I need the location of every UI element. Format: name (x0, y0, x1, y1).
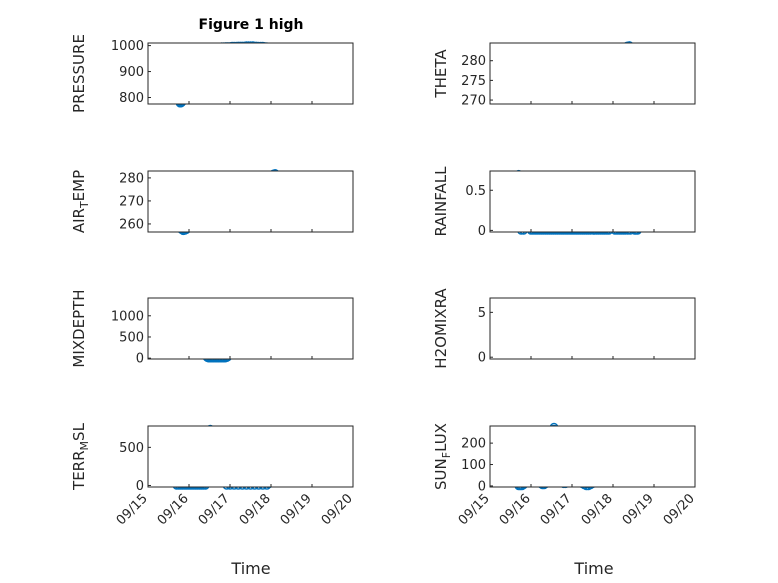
y-tick-label: 5 (478, 306, 486, 321)
y-tick-label: 0 (136, 352, 144, 367)
y-tick-label: 270 (119, 194, 144, 209)
subplot-rainfall: 0 0.5 RAINFALL (432, 166, 696, 239)
y-tick-label: 0 (478, 479, 486, 494)
axes-frame (489, 170, 696, 233)
y-tick-label: 0 (478, 351, 486, 366)
axes-frame (147, 42, 354, 105)
y-axis-label: H2OMIXRA (432, 288, 450, 369)
x-tick-label: 09/18 (237, 491, 274, 528)
x-tick-label: 09/17 (538, 491, 575, 528)
y-axis-label: SUNFLUX (432, 423, 453, 490)
x-tick-label: 09/18 (579, 491, 616, 528)
y-axis-label: THETA (432, 49, 450, 99)
figure-title: Figure 1 high (199, 17, 304, 33)
x-tick-label: 09/20 (319, 491, 356, 528)
y-tick-label: 900 (119, 65, 144, 80)
subplot-sun-flux: 0 100 200 09/15 09/16 09/17 09/18 09/19 09/20 SUN… (432, 422, 698, 528)
y-tick-label: 1000 (111, 309, 144, 324)
y-axis-label: TERRMSL (70, 422, 91, 491)
axes-frame (489, 425, 696, 488)
subplot-terr-msl: 0 500 09/15 09/16 09/17 09/18 09/19 09/20 TERRMS… (70, 422, 356, 528)
y-tick-label: 500 (119, 330, 144, 345)
subplot-mixdepth: 0 500 1000 MIXDEPTH (70, 289, 354, 368)
y-axis-label: MIXDEPTH (70, 289, 88, 367)
y-tick-label: 200 (461, 437, 486, 452)
x-tick-label: 09/17 (196, 491, 233, 528)
y-tick-label: 270 (461, 94, 486, 109)
x-tick-label: 09/19 (278, 491, 315, 528)
x-tick-label: 09/16 (497, 491, 534, 528)
y-axis-label: RAINFALL (432, 166, 450, 237)
x-tick-label: 09/16 (155, 491, 192, 528)
y-axis-label: AIRTEMP (70, 170, 91, 233)
x-tick-label: 09/19 (620, 491, 657, 528)
subplot-pressure: 800 900 1000 PRESSURE (70, 34, 354, 113)
x-axis-label-left: Time (230, 559, 270, 578)
x-tick-label: 09/15 (456, 491, 493, 528)
subplot-theta: 270 275 280 THETA (432, 41, 696, 109)
y-tick-label: 0.5 (465, 184, 486, 199)
y-tick-label: 0 (478, 224, 486, 239)
axes-frame (489, 42, 696, 105)
y-tick-label: 280 (461, 54, 486, 69)
axes-frame (147, 425, 354, 488)
y-tick-label: 100 (461, 458, 486, 473)
x-axis-label-right: Time (573, 559, 613, 578)
axes-frame (147, 297, 354, 360)
subplot-air-temp: 260 270 280 AIRTEMP (70, 168, 354, 236)
axes-frame (489, 297, 696, 360)
y-axis-label: PRESSURE (70, 34, 88, 113)
y-tick-label: 280 (119, 171, 144, 186)
subplot-h2omixra: 0 5 H2OMIXRA (432, 288, 696, 369)
x-tick-label: 09/15 (114, 491, 151, 528)
y-tick-label: 800 (119, 91, 144, 106)
y-tick-label: 0 (136, 479, 144, 494)
y-tick-label: 275 (461, 74, 486, 89)
y-tick-label: 260 (119, 217, 144, 232)
y-tick-label: 1000 (111, 39, 144, 54)
axes-frame (147, 170, 354, 233)
y-tick-label: 500 (119, 441, 144, 456)
x-tick-label: 09/20 (661, 491, 698, 528)
